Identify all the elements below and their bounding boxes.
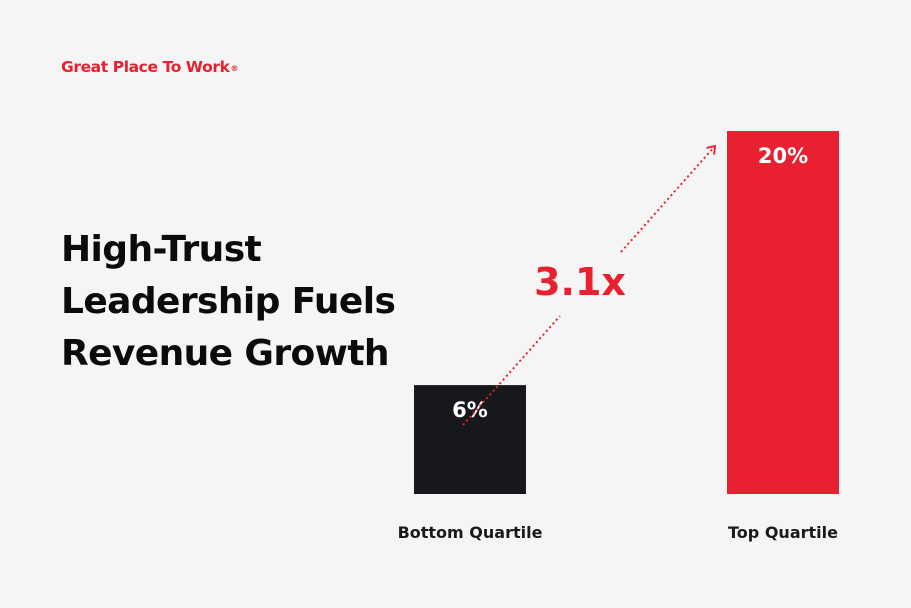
growth-arrow-lower <box>462 315 561 426</box>
headline: High-Trust Leadership Fuels Revenue Grow… <box>61 224 441 380</box>
category-label-top-quartile: Top Quartile <box>728 523 838 542</box>
headline-line-2: Leadership Fuels <box>61 281 396 322</box>
headline-line-1: High-Trust <box>61 229 262 270</box>
headline-line-3: Revenue Growth <box>61 333 390 374</box>
category-label-bottom-quartile: Bottom Quartile <box>398 523 543 542</box>
bar-bottom-quartile <box>414 385 526 494</box>
registered-mark: ® <box>230 64 239 73</box>
growth-arrow-upper <box>620 144 717 253</box>
brand-logo: Great Place To Work® <box>61 58 238 76</box>
value-label-top-quartile: 20% <box>758 144 808 168</box>
bar-top-quartile <box>727 131 839 494</box>
value-label-bottom-quartile: 6% <box>452 398 488 422</box>
brand-name: Great Place To Work <box>61 58 230 76</box>
growth-multiplier: 3.1x <box>534 260 626 304</box>
